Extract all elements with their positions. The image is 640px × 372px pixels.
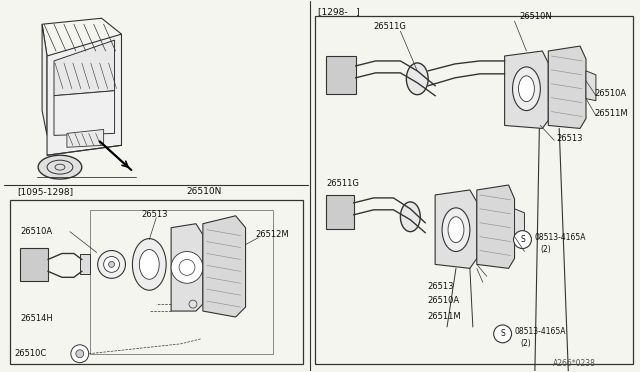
Text: 26510A: 26510A — [427, 296, 460, 305]
Polygon shape — [54, 91, 115, 135]
Circle shape — [76, 350, 84, 358]
Ellipse shape — [442, 208, 470, 251]
Text: 08513-4165A: 08513-4165A — [515, 327, 566, 336]
Polygon shape — [42, 24, 47, 135]
Text: S: S — [520, 235, 525, 244]
Ellipse shape — [140, 250, 159, 279]
Ellipse shape — [132, 238, 166, 290]
Polygon shape — [171, 224, 203, 311]
Ellipse shape — [38, 155, 82, 179]
Polygon shape — [515, 209, 524, 238]
Text: 26510A: 26510A — [20, 227, 52, 236]
Polygon shape — [504, 51, 548, 128]
Text: 26511M: 26511M — [594, 109, 628, 118]
Circle shape — [71, 345, 89, 363]
Bar — [10, 200, 303, 364]
Text: 26511G: 26511G — [326, 179, 359, 187]
Text: (2): (2) — [540, 245, 551, 254]
Circle shape — [104, 256, 120, 272]
Ellipse shape — [513, 67, 540, 110]
Polygon shape — [435, 190, 477, 268]
Circle shape — [493, 325, 511, 343]
Text: 26514H: 26514H — [20, 314, 53, 324]
Circle shape — [171, 251, 203, 283]
Text: 08513-4165A: 08513-4165A — [534, 233, 586, 242]
Polygon shape — [54, 40, 115, 96]
Bar — [315, 16, 633, 364]
Text: 26513: 26513 — [141, 210, 168, 219]
Text: 26510C: 26510C — [14, 349, 47, 358]
Text: 26510N: 26510N — [186, 187, 221, 196]
Polygon shape — [586, 71, 596, 101]
Bar — [326, 195, 354, 229]
Text: 26511M: 26511M — [427, 311, 461, 321]
Ellipse shape — [401, 202, 420, 232]
Bar — [20, 247, 48, 281]
Text: 26510A: 26510A — [594, 89, 626, 98]
Text: [1095-1298]: [1095-1298] — [17, 187, 74, 196]
Text: S: S — [500, 329, 505, 339]
Circle shape — [513, 231, 531, 248]
Bar — [90, 210, 273, 354]
Polygon shape — [67, 129, 104, 147]
Polygon shape — [203, 216, 246, 317]
Text: 26512M: 26512M — [255, 230, 289, 239]
Polygon shape — [47, 34, 122, 155]
Text: 26510N: 26510N — [520, 12, 552, 21]
Polygon shape — [477, 185, 515, 268]
Text: 26513: 26513 — [556, 134, 583, 143]
Ellipse shape — [406, 63, 428, 95]
Text: 26513: 26513 — [427, 282, 454, 291]
Polygon shape — [548, 46, 586, 128]
Bar — [80, 254, 90, 274]
Text: 26511G: 26511G — [374, 22, 406, 31]
Circle shape — [109, 262, 115, 267]
Bar — [326, 56, 356, 94]
Ellipse shape — [518, 76, 534, 102]
Text: A266*0238: A266*0238 — [553, 359, 596, 368]
Text: (2): (2) — [520, 339, 531, 348]
Ellipse shape — [448, 217, 464, 243]
Text: [1298-   ]: [1298- ] — [318, 7, 360, 16]
Circle shape — [98, 250, 125, 278]
